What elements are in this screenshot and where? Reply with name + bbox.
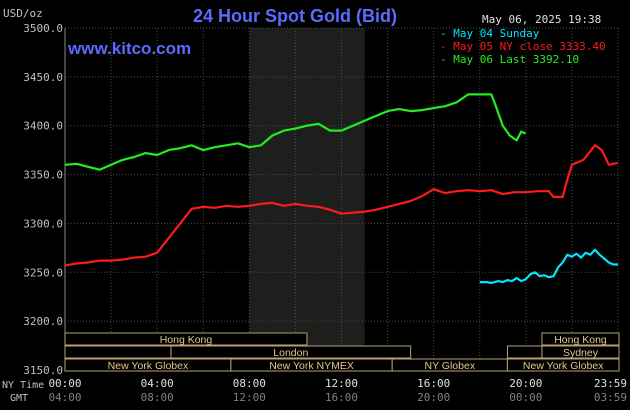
market-london-box bbox=[170, 345, 412, 359]
y-tick-label: 3300.0 bbox=[23, 217, 63, 230]
market-ny-nymex-label: New York NYMEX bbox=[269, 360, 354, 372]
market-ny-globex-mid-label: NY Globex bbox=[424, 360, 475, 372]
x-tick-ny: 20:00 bbox=[509, 377, 542, 390]
series-lines bbox=[64, 93, 619, 285]
x-tick-gmt: 12:00 bbox=[233, 391, 266, 404]
y-tick-label: 3500.0 bbox=[23, 22, 63, 35]
x-tick-ny: 23:59 bbox=[594, 377, 627, 390]
y-tick-label: 3200.0 bbox=[23, 315, 63, 328]
site-label: www.kitco.com bbox=[67, 39, 191, 58]
y-tick-label: 3350.0 bbox=[23, 169, 63, 182]
legend: - May 04 Sunday- May 05 NY close 3333.40… bbox=[440, 27, 606, 66]
series-line-1 bbox=[64, 144, 619, 267]
y-tick-label: 3450.0 bbox=[23, 71, 63, 84]
x-tick-gmt: 20:00 bbox=[417, 391, 450, 404]
x-tick-ny: 08:00 bbox=[233, 377, 266, 390]
x-tick-ny: 12:00 bbox=[325, 377, 358, 390]
y-tick-labels: 3500.0 3450.0 3400.0 3350.0 3300.0 3250.0 3200… bbox=[23, 22, 63, 377]
x-tick-ny: 00:00 bbox=[48, 377, 81, 390]
legend-entry: - May 06 Last 3392.10 bbox=[440, 53, 579, 66]
chart-title: 24 Hour Spot Gold (Bid) bbox=[193, 6, 397, 26]
legend-entry: - May 05 NY close 3333.40 bbox=[440, 40, 606, 53]
x-tick-gmt: 16:00 bbox=[325, 391, 358, 404]
market-london-label: London bbox=[273, 347, 308, 359]
grid-lines bbox=[64, 27, 619, 371]
market-row1-left-box bbox=[64, 345, 172, 359]
x-tick-gmt: 03:59 bbox=[594, 391, 627, 404]
y-tick-label: 3150.0 bbox=[23, 364, 63, 377]
market-hong-kong-left-label: Hong Kong bbox=[160, 334, 213, 346]
legend-entry: - May 04 Sunday bbox=[440, 27, 540, 40]
nytime-label: NY Time bbox=[2, 380, 44, 391]
x-tick-gmt: 00:00 bbox=[509, 391, 542, 404]
market-hong-kong-right-label: Hong Kong bbox=[554, 334, 607, 346]
x-tick-ny: 04:00 bbox=[141, 377, 174, 390]
market-ny-globex-left-label: New York Globex bbox=[108, 360, 189, 372]
x-tick-labels: 00:0004:0004:0008:0008:0012:0012:0016:00… bbox=[48, 377, 627, 404]
units-label: USD/oz bbox=[3, 7, 43, 20]
market-hong-kong-left-box bbox=[64, 332, 308, 346]
y-tick-label: 3400.0 bbox=[23, 120, 63, 133]
date-label: May 06, 2025 19:38 bbox=[482, 13, 601, 26]
market-ny-globex-right-box bbox=[506, 358, 620, 372]
y-tick-label: 3250.0 bbox=[23, 266, 63, 279]
x-tick-ny: 16:00 bbox=[417, 377, 450, 390]
market-row1-right-a-box bbox=[506, 345, 543, 359]
market-ny-globex-right-label: New York Globex bbox=[523, 360, 604, 372]
nymex-session-shade bbox=[249, 28, 365, 370]
market-hong-kong-right-box bbox=[541, 332, 620, 346]
series-line-2 bbox=[64, 93, 527, 171]
x-tick-gmt: 04:00 bbox=[48, 391, 81, 404]
gmt-label: GMT bbox=[10, 393, 28, 404]
market-sydney-label: Sydney bbox=[563, 347, 599, 359]
x-tick-gmt: 08:00 bbox=[141, 391, 174, 404]
market-sydney-box bbox=[541, 345, 620, 359]
market-sessions: Hong Kong London New York Globex New York N… bbox=[64, 332, 620, 372]
series-line-0 bbox=[479, 248, 618, 285]
